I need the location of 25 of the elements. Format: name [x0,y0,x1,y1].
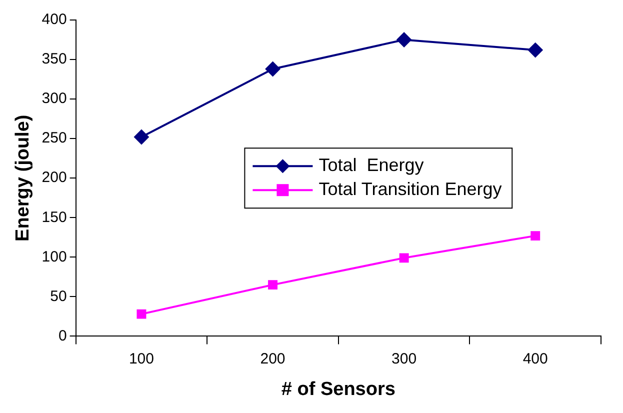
legend-label: Total Energy [318,155,424,176]
x-tick-label: 300 [392,350,417,368]
x-tick-label: 100 [128,350,154,368]
legend-label: Total Transition Energy [318,179,502,200]
x-tick-label: 400 [522,350,548,368]
point [265,62,280,77]
x-tick-label: 200 [260,350,286,368]
x-axis-title: # of Sensors [281,378,396,400]
y-tick-label: 400 [42,11,67,28]
y-tick-label: 100 [42,248,67,266]
point [134,129,149,144]
point [396,32,412,48]
point [530,231,540,241]
y-axis-title: Energy (joule) [12,114,34,242]
y-tick-label: 50 [50,288,67,305]
y-tick-label: 350 [42,50,67,68]
point [399,253,409,263]
point [528,42,543,58]
y-tick-label: 0 [58,327,67,344]
y-tick-label: 150 [42,208,67,226]
y-tick-label: 300 [42,90,67,108]
point [136,309,146,319]
point [268,280,278,290]
y-tick-label: 250 [42,130,67,147]
y-tick-label: 200 [42,169,67,186]
